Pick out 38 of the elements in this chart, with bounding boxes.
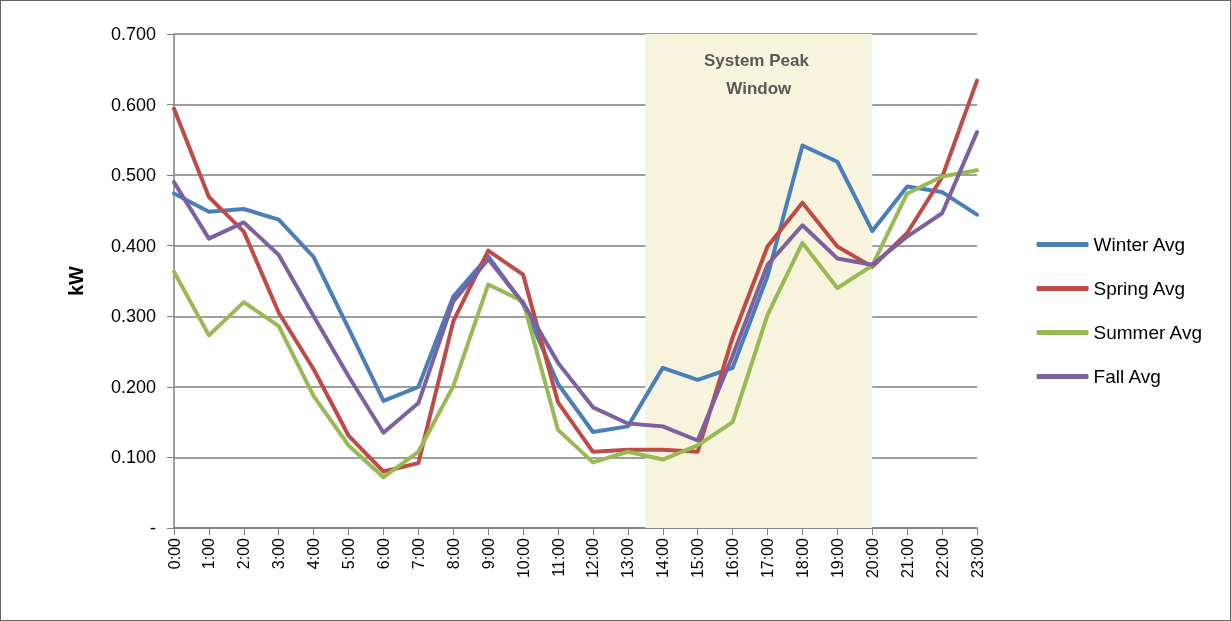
x-tick-label: 14:00 [654,537,672,579]
legend-label: Winter Avg [1093,234,1186,255]
y-tick-label: 0.400 [110,235,156,256]
x-tick-label: 10:00 [514,537,532,579]
x-tick-label: 15:00 [689,537,707,579]
x-tick-label: 18:00 [793,537,811,579]
x-tick-label: 0:00 [165,537,183,570]
x-tick-label: 5:00 [340,537,358,570]
x-tick-label: 22:00 [933,537,951,579]
x-tick-label: 3:00 [270,537,288,570]
x-tick-label: 1:00 [200,537,218,570]
band-label: System Peak Window [703,50,814,98]
x-tick-label: 7:00 [409,537,427,570]
x-tick-label: 6:00 [374,537,392,570]
x-tick-label: 13:00 [619,537,637,579]
x-tick-label: 20:00 [863,537,881,579]
x-tick-label: 17:00 [759,537,777,579]
y-tick-label: 0.600 [110,94,156,115]
x-tick-label: 9:00 [479,537,497,570]
y-tick-label: 0.700 [110,24,156,44]
y-tick-label: - [150,518,156,538]
x-tick-label: 8:00 [444,537,462,570]
y-tick-label: 0.300 [110,306,156,327]
y-axis-title: kW [65,265,87,296]
x-tick-label: 19:00 [828,537,846,579]
x-tick-label: 2:00 [235,537,253,570]
y-tick-label: 0.100 [110,447,156,468]
y-tick-label: 0.200 [110,376,156,397]
x-tick-label: 11:00 [549,537,567,577]
y-tick-label: 0.500 [110,165,156,186]
x-tick-label: 16:00 [724,537,742,579]
legend-label: Summer Avg [1093,322,1202,343]
x-tick-label: 21:00 [898,537,916,579]
x-tick-label: 23:00 [968,537,986,579]
legend-label: Spring Avg [1093,278,1186,299]
legend-label: Fall Avg [1093,366,1161,387]
x-tick-label: 4:00 [305,537,323,570]
x-tick-label: 12:00 [584,537,602,579]
